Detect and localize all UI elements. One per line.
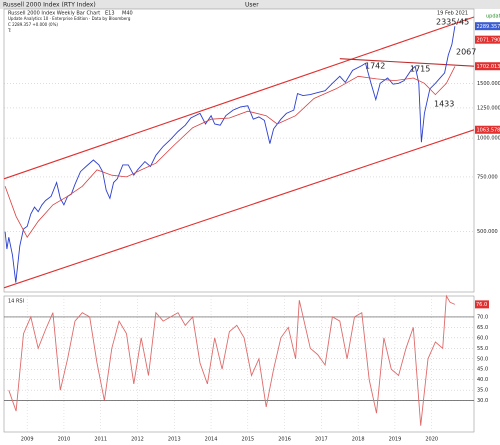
series-line xyxy=(4,66,456,238)
x-tick-label: 2012 xyxy=(131,437,144,443)
y-tick-label: 65.0 xyxy=(477,325,488,331)
price-box xyxy=(475,125,500,134)
y-tick-label: 50.0 xyxy=(477,356,488,362)
price-box xyxy=(475,22,500,31)
x-tick-label: 2014 xyxy=(205,437,218,443)
y-tick-label: 55.0 xyxy=(477,346,488,352)
window-title: Russell 2000 Index (RTY Index) xyxy=(3,1,96,8)
x-tick-label: 2010 xyxy=(58,437,71,443)
date: 19 Feb 2021 xyxy=(437,11,468,17)
quote-line: C 2289.357 +0.000 (0%) xyxy=(8,22,58,27)
y-tick-label: 750.000 xyxy=(477,174,498,180)
x-tick-label: 2011 xyxy=(94,437,107,443)
x-tick-label: 2017 xyxy=(315,437,328,443)
trendline xyxy=(3,16,475,180)
x-tick-label: 2018 xyxy=(352,437,365,443)
t-line: T: xyxy=(7,28,11,33)
y-tick-label: 40.0 xyxy=(477,377,488,383)
trendline xyxy=(3,129,475,289)
price-box-label: 1702.013 xyxy=(477,64,500,70)
x-tick-label: 2013 xyxy=(168,437,181,443)
y-tick-label: 45.0 xyxy=(477,367,488,373)
price-box-label: 1063.578 xyxy=(477,128,500,134)
x-tick-label: 2009 xyxy=(21,437,34,443)
trendline xyxy=(339,58,475,67)
y-tick-label: 70.0 xyxy=(477,314,488,320)
update-link[interactable]: update xyxy=(486,14,500,20)
y-tick-label: 1500.000 xyxy=(477,81,500,87)
price-box xyxy=(475,35,500,44)
annotation: 1742 xyxy=(365,62,385,71)
x-tick-label: 2015 xyxy=(241,437,254,443)
x-tick-label: 2020 xyxy=(425,437,438,443)
x-tick-label: 2019 xyxy=(389,437,402,443)
price-frame xyxy=(3,8,475,293)
y-tick-label: 1000.000 xyxy=(477,136,500,142)
y-tick-label: 35.0 xyxy=(477,388,488,394)
y-tick-label: 30.0 xyxy=(477,398,488,404)
annotation: 2335/45 xyxy=(436,18,469,27)
annotation: 2067 xyxy=(456,48,476,57)
price-box-label: 2289.357 xyxy=(477,24,500,30)
x-tick-label: 2016 xyxy=(278,437,291,443)
price-box xyxy=(475,62,500,71)
y-tick-label: 60.0 xyxy=(477,335,488,341)
ma-label: M40 xyxy=(122,11,133,17)
user-label: User xyxy=(245,1,259,8)
annotation: 1433 xyxy=(434,100,454,109)
y-tick-label: 1250.000 xyxy=(477,105,500,111)
price-box-label: 2071.790 xyxy=(477,37,500,43)
edition: E13 xyxy=(105,11,115,17)
value-box-label: 76.0 xyxy=(476,302,487,308)
chart-title: Russell 2000 Index Weekly Bar Chart xyxy=(8,11,100,17)
rsi-frame xyxy=(3,295,475,433)
annotation: 1715 xyxy=(410,65,430,74)
series-line xyxy=(8,294,456,426)
y-tick-label: 500.000 xyxy=(477,229,498,235)
series-line xyxy=(4,26,456,283)
window-bar xyxy=(0,0,500,9)
panel-title: 14 RSI xyxy=(8,299,24,305)
value-box xyxy=(475,300,489,309)
info-line: Update Analytics 10 · Enterprise Edition… xyxy=(8,16,131,21)
